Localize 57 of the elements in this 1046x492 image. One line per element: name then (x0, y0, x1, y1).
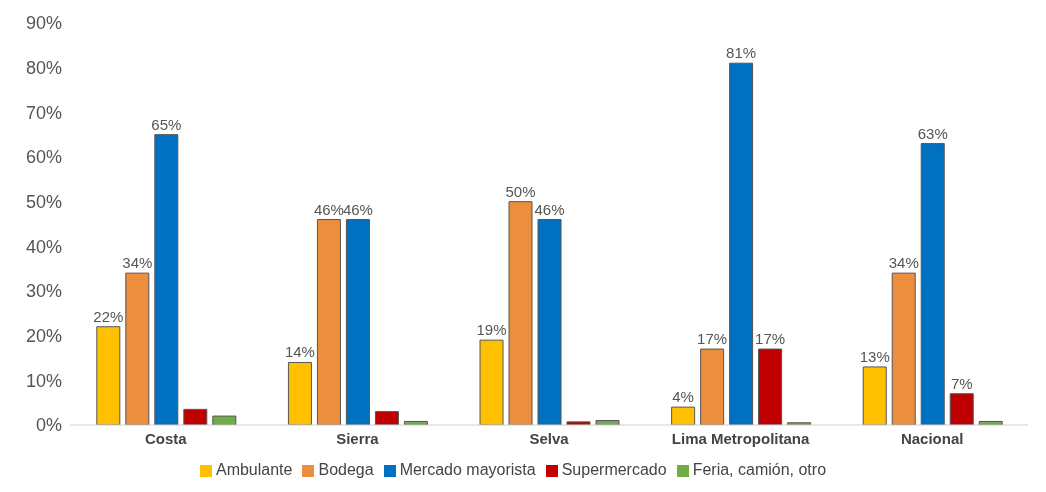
bar (862, 366, 887, 425)
bar (508, 201, 533, 425)
legend-label: Ambulante (215, 461, 293, 478)
x-tick-label: Sierra (336, 429, 380, 447)
bar (345, 219, 370, 425)
y-tick-label: 40% (25, 236, 62, 257)
legend-label: Mercado mayorista (399, 461, 536, 478)
y-tick-label: 30% (25, 281, 62, 302)
bar (154, 134, 179, 425)
data-label: 50% (505, 182, 536, 200)
bar (700, 348, 725, 425)
bar (671, 406, 696, 425)
y-tick-label: 60% (25, 147, 62, 168)
data-label: 34% (888, 254, 919, 272)
x-tick-label: Nacional (900, 429, 964, 447)
y-tick-label: 50% (25, 192, 62, 213)
x-tick-label: Lima Metropolitana (671, 429, 811, 447)
x-tick-label: Costa (144, 429, 188, 447)
legend-label: Bodega (318, 461, 374, 478)
data-label: 46% (534, 200, 565, 218)
data-label: 81% (726, 44, 757, 62)
bar (287, 361, 312, 425)
bar (891, 272, 916, 425)
legend-label: Feria, camión, otro (692, 461, 827, 478)
bar (920, 143, 945, 425)
data-label: 46% (313, 200, 344, 218)
bar (183, 408, 208, 425)
data-label: 7% (950, 374, 973, 392)
bar (729, 62, 754, 425)
legend-label: Supermercado (561, 461, 667, 478)
data-label: 63% (917, 124, 948, 142)
data-label: 46% (342, 200, 373, 218)
bar (125, 272, 150, 425)
data-label: 13% (859, 347, 890, 365)
bar (316, 219, 341, 425)
bar (537, 219, 562, 425)
bar (479, 339, 504, 425)
y-tick-label: 0% (35, 415, 62, 436)
data-label: 22% (93, 307, 124, 325)
y-tick-label: 10% (25, 370, 62, 391)
y-tick-label: 90% (25, 13, 62, 34)
data-label: 34% (122, 254, 153, 272)
data-label: 19% (476, 321, 507, 339)
data-label: 17% (755, 330, 786, 348)
bar (212, 415, 237, 425)
data-label: 4% (672, 388, 694, 406)
data-label: 17% (697, 330, 728, 348)
bar (96, 326, 121, 425)
bar (374, 411, 399, 425)
y-tick-label: 70% (25, 102, 62, 123)
data-label: 14% (284, 343, 315, 361)
bar (949, 393, 974, 425)
bar (758, 348, 783, 425)
y-tick-label: 20% (25, 326, 62, 347)
y-tick-label: 80% (25, 58, 62, 79)
data-label: 65% (151, 115, 182, 133)
x-tick-label: Selva (529, 429, 570, 447)
